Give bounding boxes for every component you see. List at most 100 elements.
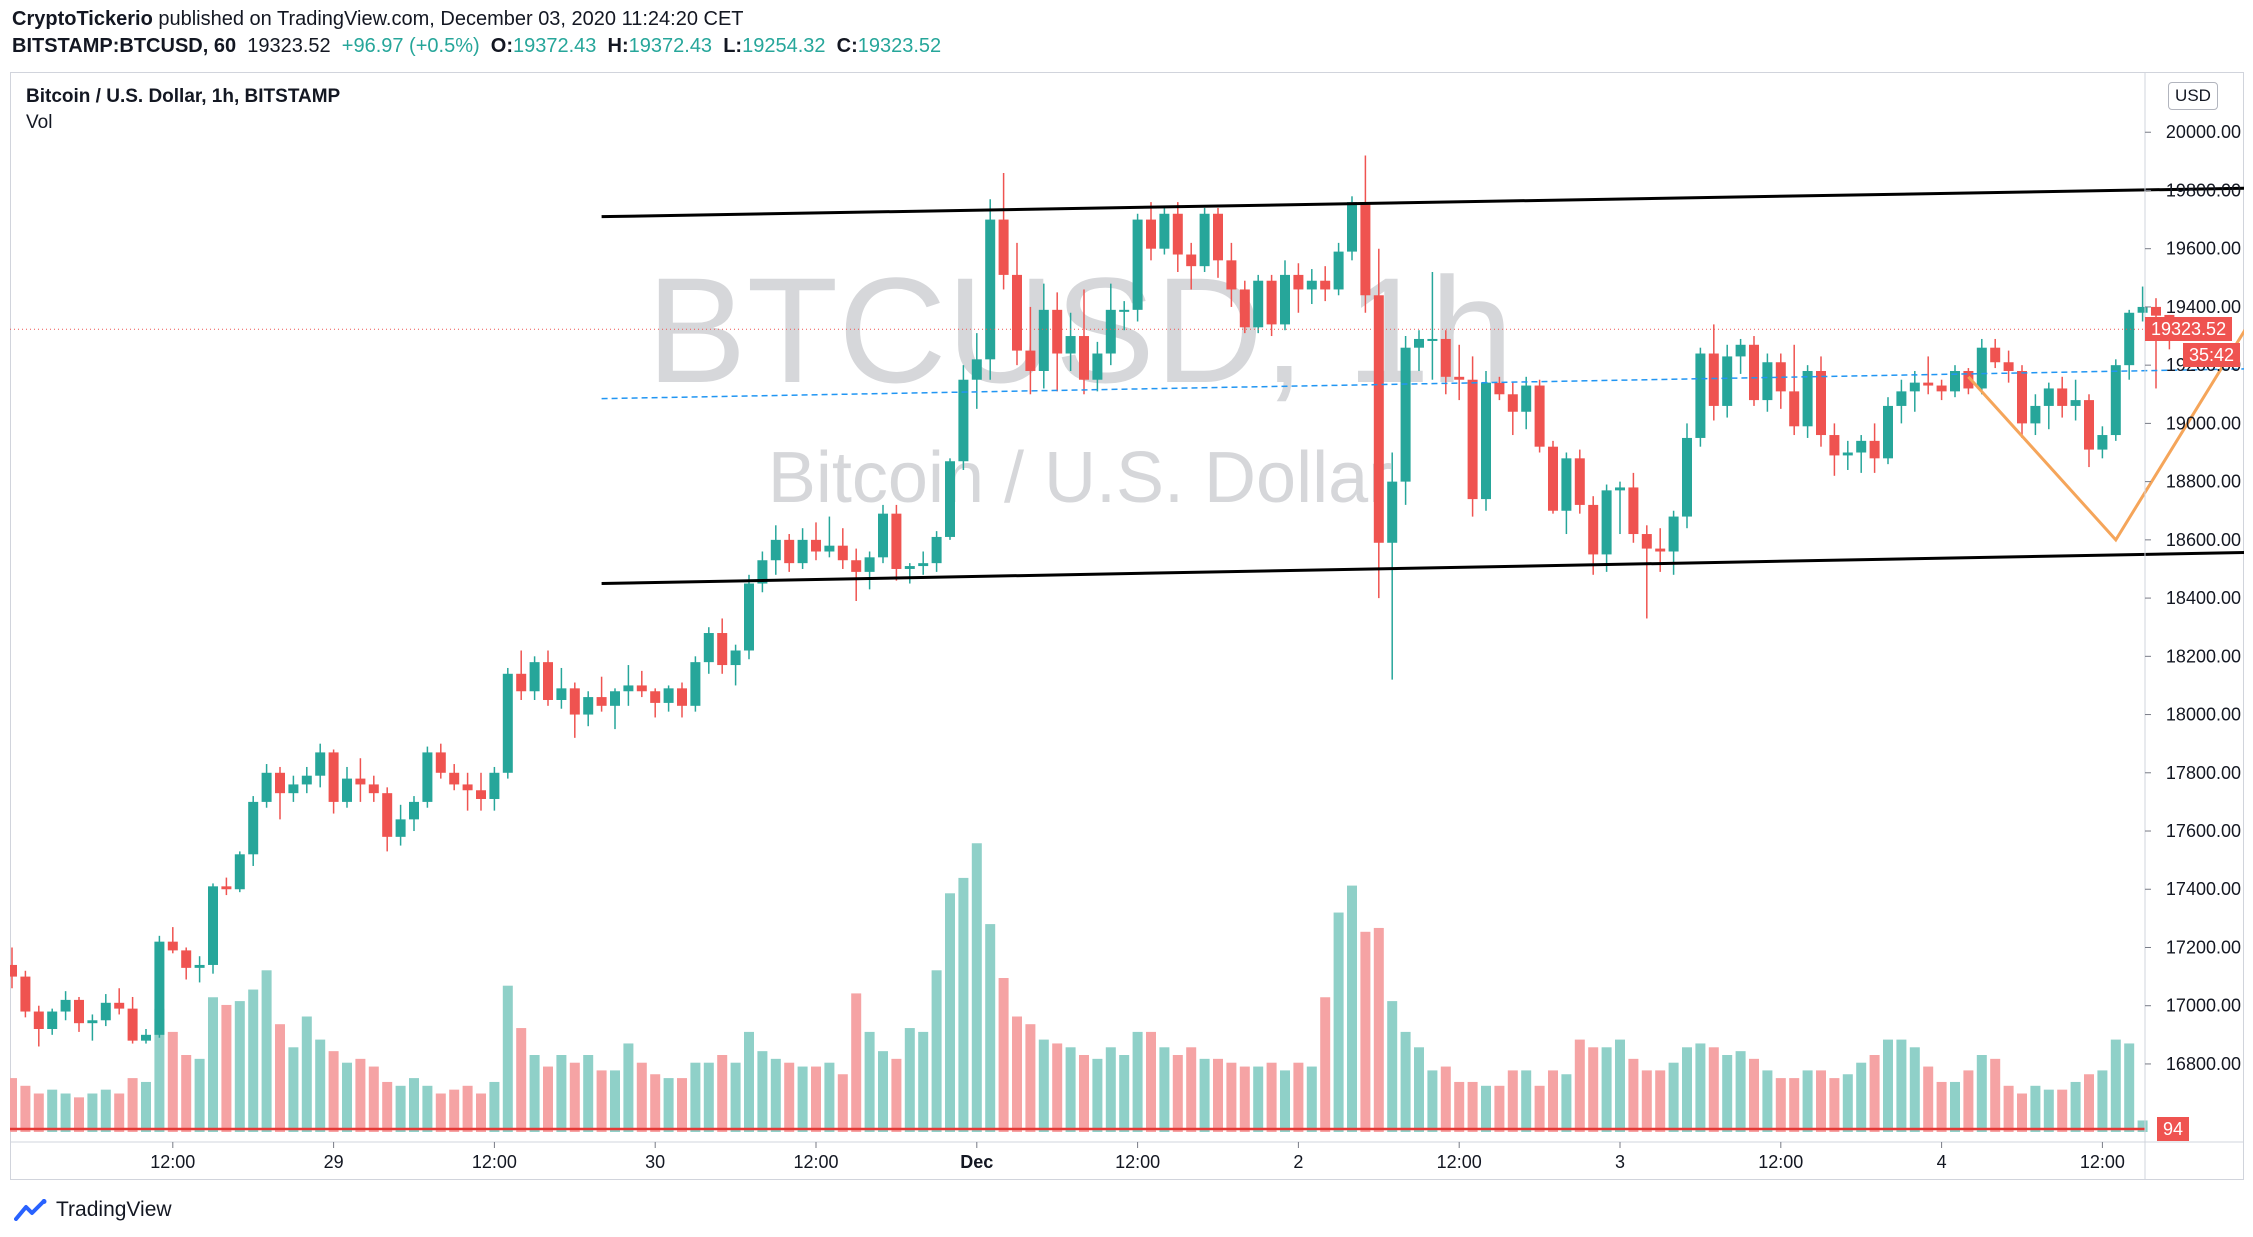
volume-bar [395,1085,406,1132]
price-tick-label: 18200.00 [2166,646,2241,666]
volume-bar [234,1001,245,1132]
candle-body [1038,309,1049,371]
volume-bar [1172,1055,1183,1132]
volume-bar [998,978,1009,1132]
candle-body [1950,370,1960,392]
volume-bar [636,1062,647,1132]
candle-body [703,633,714,663]
volume-bar [1534,1085,1545,1132]
legend-title: Bitcoin / U.S. Dollar, 1h, BITSTAMP [26,86,341,107]
publish-text: published on TradingView.com, December 0… [158,8,744,30]
candle-body [1816,370,1826,436]
volume-bar [904,1028,915,1132]
volume-bar [33,1093,44,1132]
candle-body [1239,289,1250,328]
volume-bar [1923,1066,1934,1132]
symbol-label: BITSTAMP:BTCUSD, 60 [12,35,237,57]
candle-body [636,685,647,692]
candle-body [368,784,379,794]
candle-body [583,697,594,715]
candle-body [2017,370,2027,424]
currency-button[interactable]: USD [2168,82,2218,110]
volume-bar [1695,1043,1706,1132]
volume-badge: 94 [2157,1117,2190,1141]
brand-name: TradingView [56,1198,172,1221]
tradingview-icon [14,1199,47,1221]
tradingview-logo[interactable]: TradingView [14,1198,172,1222]
volume-bar [2003,1085,2014,1132]
volume-bar [1507,1070,1518,1132]
volume-bar [1682,1047,1692,1132]
volume-bar [1052,1043,1063,1132]
candle-body [1146,219,1156,249]
candle-body [1065,336,1076,354]
volume-bar [811,1066,821,1132]
volume-bar [1802,1070,1813,1132]
volume-bar [1909,1047,1920,1132]
volume-bar [368,1066,379,1132]
candle-body [1052,309,1063,354]
open-value: 19372.43 [512,35,597,57]
candle-body [1708,353,1719,406]
candle-body [811,539,821,552]
candle-body [1869,440,1880,459]
volume-bars [10,843,2148,1132]
volume-bar [1253,1066,1264,1132]
candlestick-chart[interactable]: BTCUSD, 1h Bitcoin / U.S. Dollar 16800.0… [10,72,2244,1180]
projection-path [1967,328,2244,543]
candle-body [1601,490,1612,555]
volume-bar [1641,1070,1652,1132]
candle-body [342,778,352,802]
low-value: 19254.32 [742,35,826,57]
price-tick-label: 17200.00 [2166,937,2241,957]
volume-bar [1789,1078,1800,1132]
candle-body [422,752,433,802]
candle-body [435,752,446,773]
watermark: BTCUSD, 1h Bitcoin / U.S. Dollar [647,246,1514,518]
price-tick-label: 17000.00 [2166,996,2241,1016]
candle-body [261,772,272,802]
candle-body [1883,405,1893,459]
author-name[interactable]: CryptoTickerio [12,8,153,30]
candle-body [2110,365,2121,436]
time-tick-label: 29 [324,1152,344,1172]
volume-bar [221,1004,232,1132]
volume-bar [1159,1047,1170,1132]
candle-body [1414,338,1424,348]
high-label: H: [607,35,629,57]
candle-body [1789,391,1800,427]
volume-bar [1842,1074,1853,1132]
candle-body [1347,202,1357,252]
price-tick-label: 18000.00 [2166,705,2241,725]
volume-bar [1896,1039,1907,1132]
volume-bar [315,1039,326,1132]
volume-bar [208,997,218,1132]
volume-bar [677,1078,687,1132]
candle-body [489,772,500,799]
volume-bar [342,1062,352,1132]
volume-bar [1226,1062,1237,1132]
candle-body [998,219,1009,275]
volume-bar [797,1066,808,1132]
time-tick-label: 4 [1937,1152,1947,1172]
candle-body [87,1020,98,1024]
candle-body [328,752,339,802]
candle-body [1293,274,1304,290]
candle-body [1440,338,1451,377]
candle-body [1963,370,1974,389]
close-label: C: [836,35,858,57]
volume-bar [422,1085,433,1132]
candle-body [1534,385,1545,447]
candle-body [2124,312,2135,366]
candle-body [891,513,902,569]
candle-body [1266,280,1277,325]
candle-body [851,560,862,572]
volume-bar [502,985,513,1132]
volume-bar [1668,1062,1679,1132]
volume-bar [1025,1024,1036,1132]
volume-bar [141,1081,151,1132]
candle-body [1628,487,1639,535]
candle-body [1012,274,1022,351]
candle-body [208,886,218,965]
volume-bar [610,1070,620,1132]
